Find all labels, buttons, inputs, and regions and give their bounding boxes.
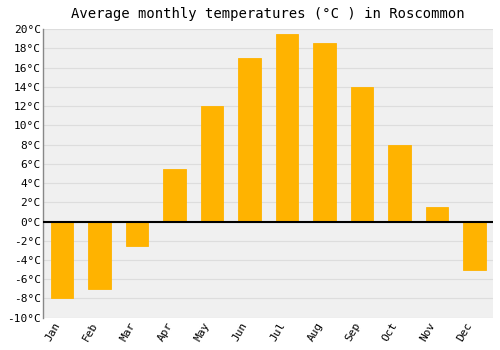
- Title: Average monthly temperatures (°C ) in Roscommon: Average monthly temperatures (°C ) in Ro…: [72, 7, 465, 21]
- Bar: [463, 222, 485, 270]
- Bar: [313, 43, 336, 222]
- Bar: [238, 58, 261, 222]
- Bar: [276, 34, 298, 222]
- Bar: [126, 222, 148, 246]
- Bar: [388, 145, 410, 222]
- Bar: [51, 222, 74, 299]
- Bar: [426, 207, 448, 222]
- Bar: [350, 87, 373, 222]
- Bar: [88, 222, 111, 289]
- Bar: [201, 106, 224, 222]
- Bar: [164, 169, 186, 222]
